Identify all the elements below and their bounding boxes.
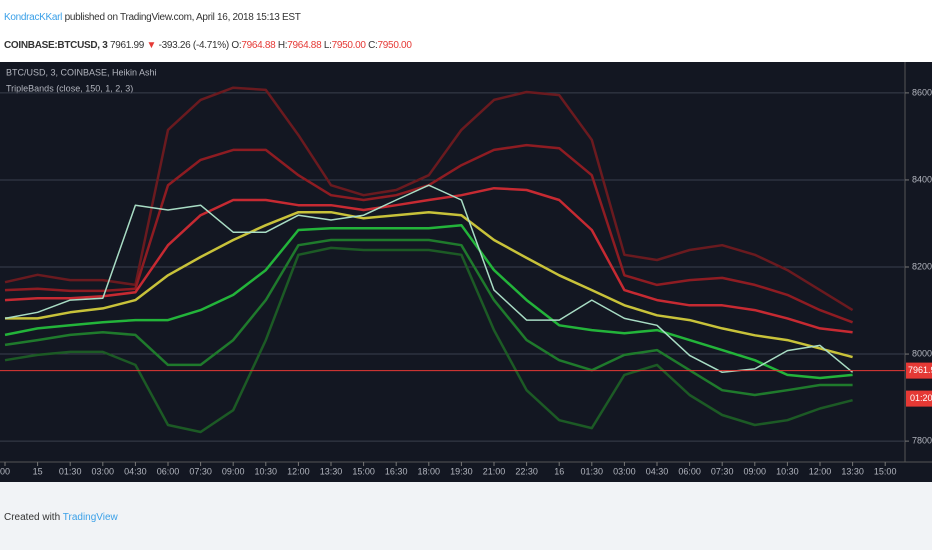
x-tick-label: 19:30 xyxy=(450,466,473,476)
c-value: 7950.00 xyxy=(377,40,412,51)
x-tick-label: 00 xyxy=(0,466,10,476)
x-tick-label: 15:00 xyxy=(352,466,375,476)
last-price-box xyxy=(906,362,932,379)
o-label: O: xyxy=(231,40,242,51)
chart-background xyxy=(0,62,932,482)
c-label: C: xyxy=(368,40,378,51)
symbol-line: COINBASE:BTCUSD, 3 7961.99 ▼ -393.26 (-4… xyxy=(4,40,412,51)
x-tick-label: 07:30 xyxy=(711,466,734,476)
series-line xyxy=(4,238,853,397)
x-tick-label: 03:00 xyxy=(92,466,115,476)
o-value: 7964.88 xyxy=(241,40,276,51)
x-tick-label: 04:30 xyxy=(124,466,147,476)
x-tick-label: 13:30 xyxy=(320,466,343,476)
series-line xyxy=(4,86,854,312)
x-tick-label: 12:00 xyxy=(287,466,310,476)
footer: Created with TradingView xyxy=(4,512,118,523)
y-tick-label: 8600.00 xyxy=(912,87,932,97)
series-line xyxy=(4,246,853,434)
y-tick-label: 8200.00 xyxy=(912,261,932,271)
h-label: H: xyxy=(277,40,288,51)
series-line xyxy=(4,184,854,374)
x-tick-label: 21:00 xyxy=(483,466,506,476)
x-tick-label: 04:30 xyxy=(646,466,669,476)
x-tick-label: 01:30 xyxy=(581,466,604,476)
chart: BTC/USD, 3, COINBASE, Heikin Ashi Triple… xyxy=(0,62,932,482)
x-tick-label: 13:30 xyxy=(841,466,864,476)
publish-line: KondracKKarl published on TradingView.co… xyxy=(4,12,301,23)
h-value: 7964.88 xyxy=(287,40,322,51)
x-tick-label: 15:00 xyxy=(874,466,897,476)
last-price-label: 7961.99 xyxy=(908,365,932,375)
countdown-box xyxy=(906,390,932,407)
y-tick-label: 7800.00 xyxy=(912,435,932,445)
x-tick-label: 06:00 xyxy=(157,466,180,476)
legend-line: TripleBands (close, 150, 1, 2, 3) xyxy=(6,83,133,93)
countdown-label: 01:20 xyxy=(910,393,932,403)
price: 7961.99 xyxy=(109,40,145,51)
x-tick-label: 07:30 xyxy=(189,466,212,476)
change: -393.26 (-4.71%) xyxy=(158,40,230,51)
author[interactable]: KondracKKarl xyxy=(4,12,63,23)
series-line xyxy=(4,223,853,380)
x-tick-label: 22:30 xyxy=(515,466,538,476)
series-line xyxy=(5,210,853,359)
l-label: L: xyxy=(323,40,332,51)
x-tick-label: 09:00 xyxy=(744,466,767,476)
header: KondracKKarl published on TradingView.co… xyxy=(0,0,932,62)
x-tick-label: 15 xyxy=(33,466,43,476)
x-tick-label: 06:00 xyxy=(678,466,701,476)
published: published on TradingView.com, April 16, … xyxy=(64,12,301,23)
brand[interactable]: TradingView xyxy=(62,512,118,523)
y-tick-label: 8000.00 xyxy=(912,348,932,358)
l-value: 7950.00 xyxy=(331,40,366,51)
x-tick-label: 18:00 xyxy=(418,466,441,476)
symbol: COINBASE:BTCUSD, 3 xyxy=(4,40,108,51)
x-tick-label: 10:30 xyxy=(255,466,278,476)
created-with: Created with xyxy=(4,512,61,523)
arrow: ▼ xyxy=(146,40,157,51)
x-tick-label: 16:30 xyxy=(385,466,408,476)
y-tick-label: 8400.00 xyxy=(912,174,932,184)
x-tick-label: 09:00 xyxy=(222,466,245,476)
x-tick-label: 03:00 xyxy=(613,466,636,476)
x-tick-label: 12:00 xyxy=(809,466,832,476)
series-line xyxy=(4,186,853,334)
x-tick-label: 10:30 xyxy=(776,466,799,476)
x-tick-label: 16 xyxy=(554,466,564,476)
legend-line: BTC/USD, 3, COINBASE, Heikin Ashi xyxy=(6,67,157,77)
x-tick-label: 01:30 xyxy=(59,466,82,476)
